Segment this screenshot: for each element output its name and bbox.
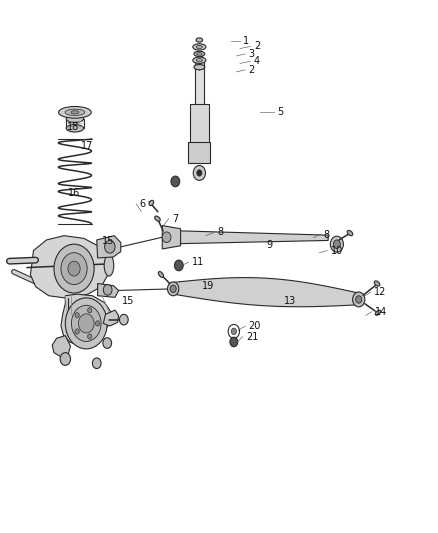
Ellipse shape xyxy=(333,240,340,248)
Text: 8: 8 xyxy=(323,230,329,240)
Circle shape xyxy=(78,314,94,333)
Circle shape xyxy=(75,312,79,318)
Circle shape xyxy=(68,261,80,276)
Ellipse shape xyxy=(196,59,202,62)
Bar xyxy=(190,104,209,155)
Bar xyxy=(197,55,202,62)
Ellipse shape xyxy=(347,230,353,236)
Circle shape xyxy=(197,169,202,176)
Ellipse shape xyxy=(158,272,163,277)
Bar xyxy=(195,62,204,107)
Text: 20: 20 xyxy=(249,321,261,331)
Ellipse shape xyxy=(197,53,202,55)
Circle shape xyxy=(231,328,237,335)
Ellipse shape xyxy=(170,285,176,293)
Ellipse shape xyxy=(193,44,206,50)
Ellipse shape xyxy=(59,107,91,118)
Text: 14: 14 xyxy=(375,306,388,317)
Ellipse shape xyxy=(330,236,343,252)
Text: 4: 4 xyxy=(254,56,260,66)
Polygon shape xyxy=(173,278,359,307)
Text: 3: 3 xyxy=(249,49,255,59)
Circle shape xyxy=(88,334,92,339)
Polygon shape xyxy=(97,236,121,258)
Ellipse shape xyxy=(155,216,160,221)
Text: 2: 2 xyxy=(254,42,260,51)
Ellipse shape xyxy=(66,115,84,123)
Ellipse shape xyxy=(104,255,114,276)
Circle shape xyxy=(228,325,240,338)
Circle shape xyxy=(54,244,94,293)
Circle shape xyxy=(193,165,205,180)
Polygon shape xyxy=(98,284,119,297)
Circle shape xyxy=(65,298,107,349)
Text: 1: 1 xyxy=(244,36,250,46)
Polygon shape xyxy=(61,294,111,345)
Circle shape xyxy=(120,314,128,325)
Text: 7: 7 xyxy=(172,214,179,224)
Text: 16: 16 xyxy=(68,188,81,198)
Text: 11: 11 xyxy=(192,257,204,267)
Text: 6: 6 xyxy=(140,199,146,209)
Circle shape xyxy=(60,353,71,366)
Ellipse shape xyxy=(353,292,365,307)
Circle shape xyxy=(71,305,101,342)
Circle shape xyxy=(174,260,183,271)
Ellipse shape xyxy=(196,38,203,42)
Polygon shape xyxy=(103,310,119,326)
Text: 15: 15 xyxy=(122,296,134,306)
Circle shape xyxy=(230,337,238,347)
Circle shape xyxy=(88,308,92,313)
Ellipse shape xyxy=(196,45,202,49)
Ellipse shape xyxy=(66,125,84,132)
Text: 15: 15 xyxy=(102,236,114,246)
Circle shape xyxy=(61,253,87,285)
Ellipse shape xyxy=(375,310,381,315)
Circle shape xyxy=(171,176,180,187)
Circle shape xyxy=(103,285,112,295)
Text: 5: 5 xyxy=(277,107,283,117)
Circle shape xyxy=(75,329,79,334)
Ellipse shape xyxy=(374,281,380,286)
Ellipse shape xyxy=(194,51,205,56)
Ellipse shape xyxy=(167,282,179,296)
Polygon shape xyxy=(52,336,71,357)
Text: 17: 17 xyxy=(81,141,93,151)
Circle shape xyxy=(162,232,171,243)
Text: 12: 12 xyxy=(374,287,387,297)
Text: 21: 21 xyxy=(246,332,258,342)
Bar xyxy=(188,142,210,163)
Circle shape xyxy=(95,321,100,326)
Ellipse shape xyxy=(149,200,154,206)
Ellipse shape xyxy=(356,296,362,303)
Text: 13: 13 xyxy=(284,295,296,305)
Polygon shape xyxy=(162,225,180,249)
Ellipse shape xyxy=(65,109,85,116)
Ellipse shape xyxy=(71,111,79,114)
Text: 8: 8 xyxy=(217,228,223,238)
Text: 9: 9 xyxy=(266,240,272,250)
Polygon shape xyxy=(180,231,328,244)
Text: 10: 10 xyxy=(331,246,343,255)
Ellipse shape xyxy=(193,57,206,63)
Circle shape xyxy=(103,338,112,349)
Circle shape xyxy=(105,240,115,253)
Ellipse shape xyxy=(194,64,205,70)
Text: 19: 19 xyxy=(202,281,214,290)
Text: 2: 2 xyxy=(249,65,255,75)
Polygon shape xyxy=(30,236,109,298)
Circle shape xyxy=(92,358,101,368)
Text: 18: 18 xyxy=(67,122,79,132)
